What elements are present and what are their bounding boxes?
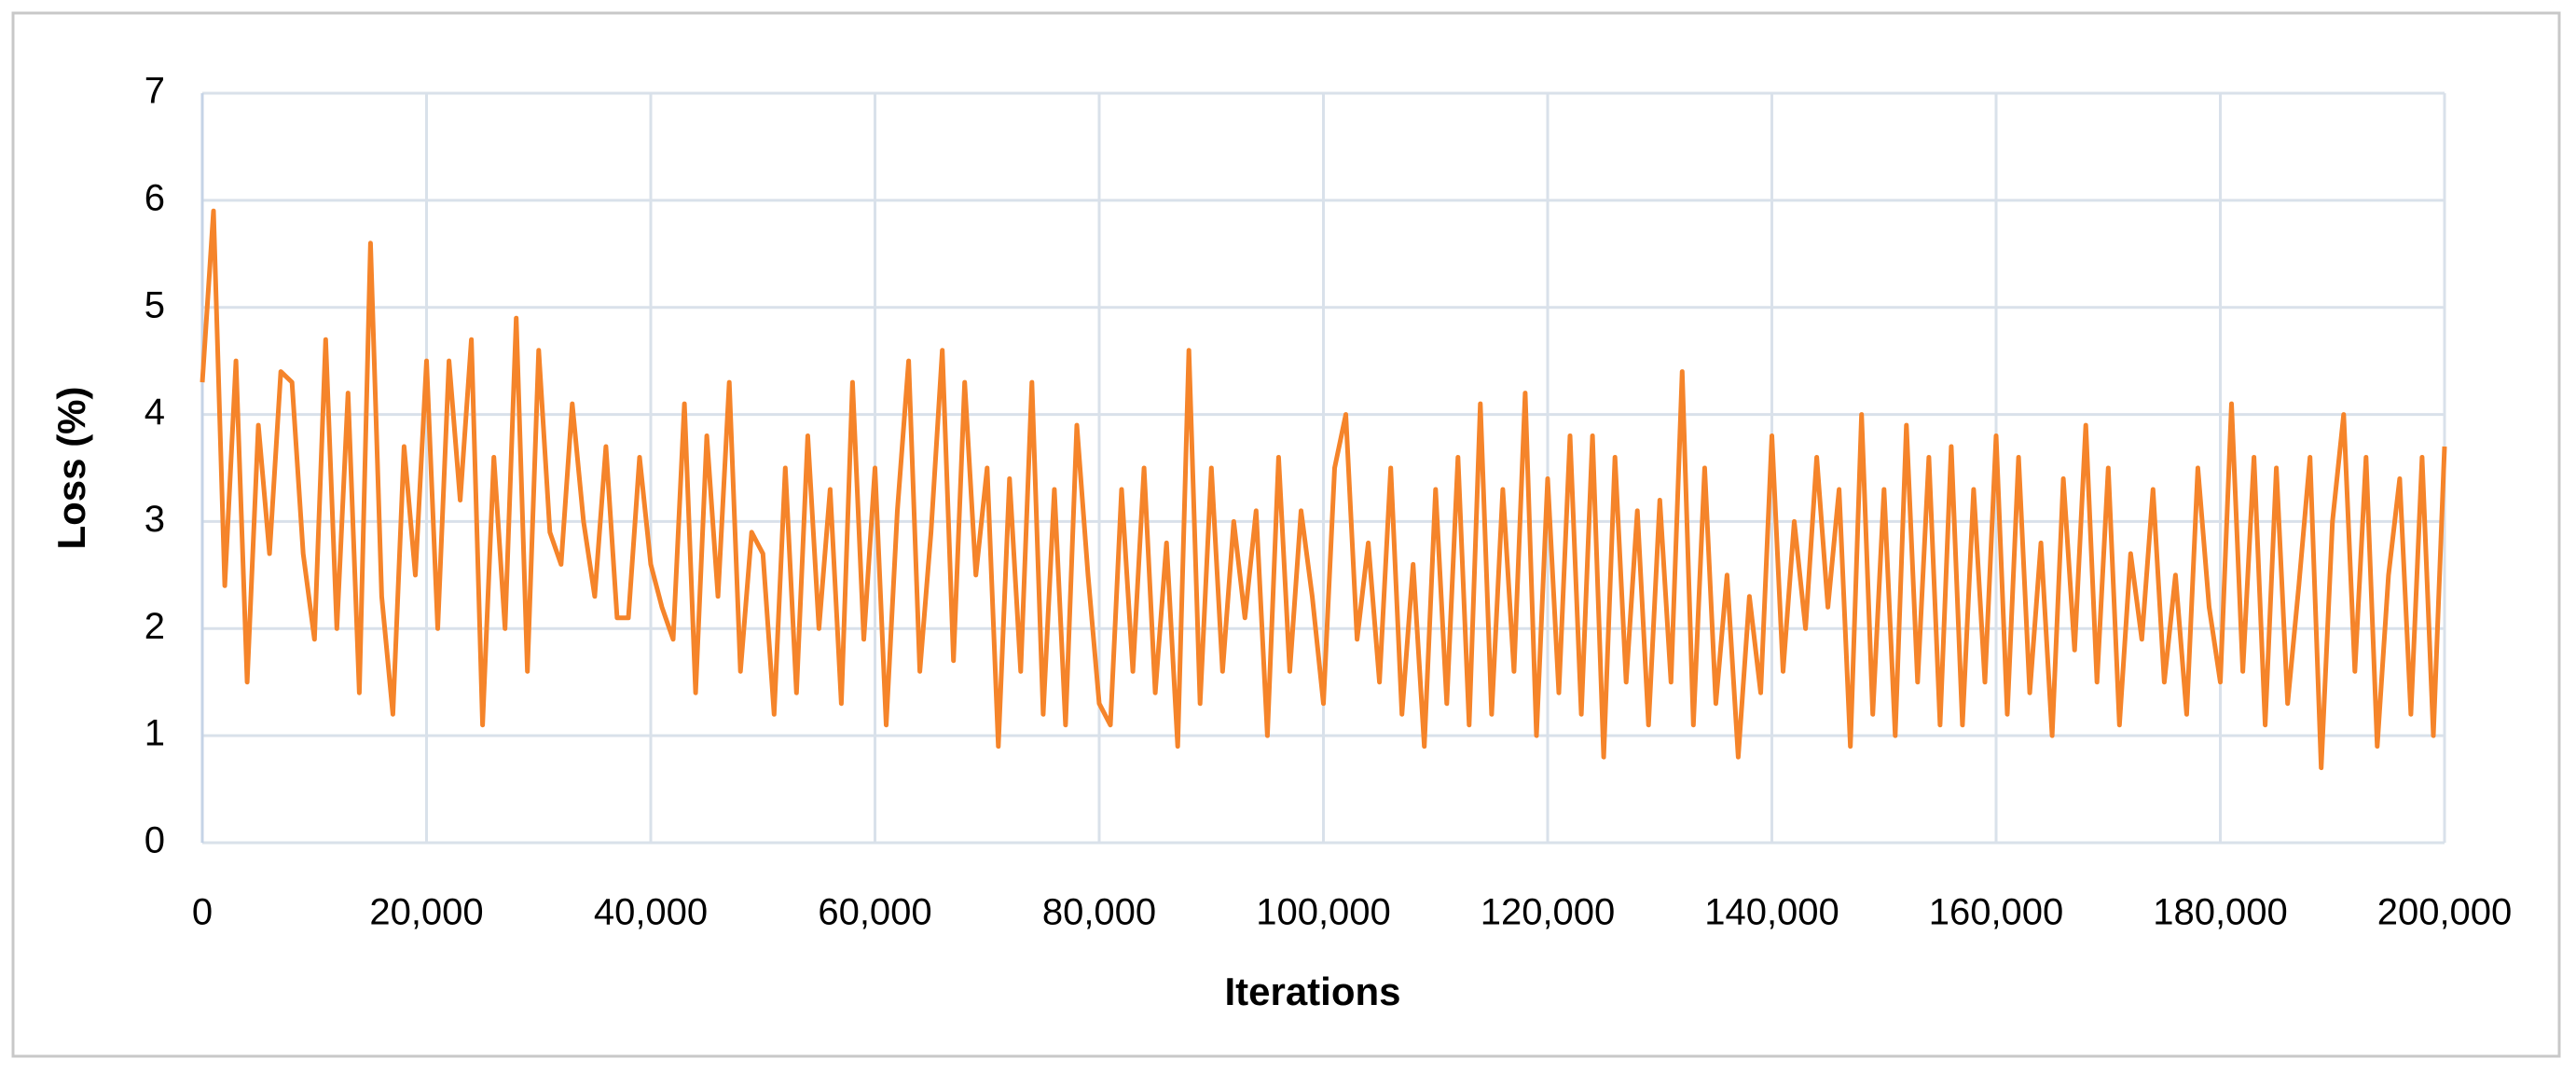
x-tick-label: 60,000 [818,892,931,933]
x-tick-label: 100,000 [1256,892,1391,933]
x-tick-label: 40,000 [594,892,708,933]
y-tick-label: 1 [145,713,165,754]
y-tick-label: 4 [145,392,165,433]
x-tick-label: 140,000 [1704,892,1839,933]
data-line [200,208,2447,771]
y-tick-label: 6 [145,177,165,218]
x-tick-label: 0 [192,892,213,933]
x-tick-label: 180,000 [2153,892,2288,933]
y-axis-title: Loss (%) [49,386,93,549]
y-tick-label: 7 [145,71,165,112]
x-tick-label: 200,000 [2377,892,2513,933]
y-tick-label: 0 [145,820,165,861]
chart-border [11,11,2561,1058]
y-tick-label: 2 [145,606,165,647]
x-tick-label: 120,000 [1481,892,1616,933]
x-tick-label: 20,000 [369,892,483,933]
x-axis-title: Iterations [1224,970,1400,1013]
y-tick-label: 3 [145,499,165,540]
x-tick-label: 160,000 [1929,892,2064,933]
y-tick-label: 5 [145,284,165,325]
x-tick-label: 80,000 [1042,892,1156,933]
